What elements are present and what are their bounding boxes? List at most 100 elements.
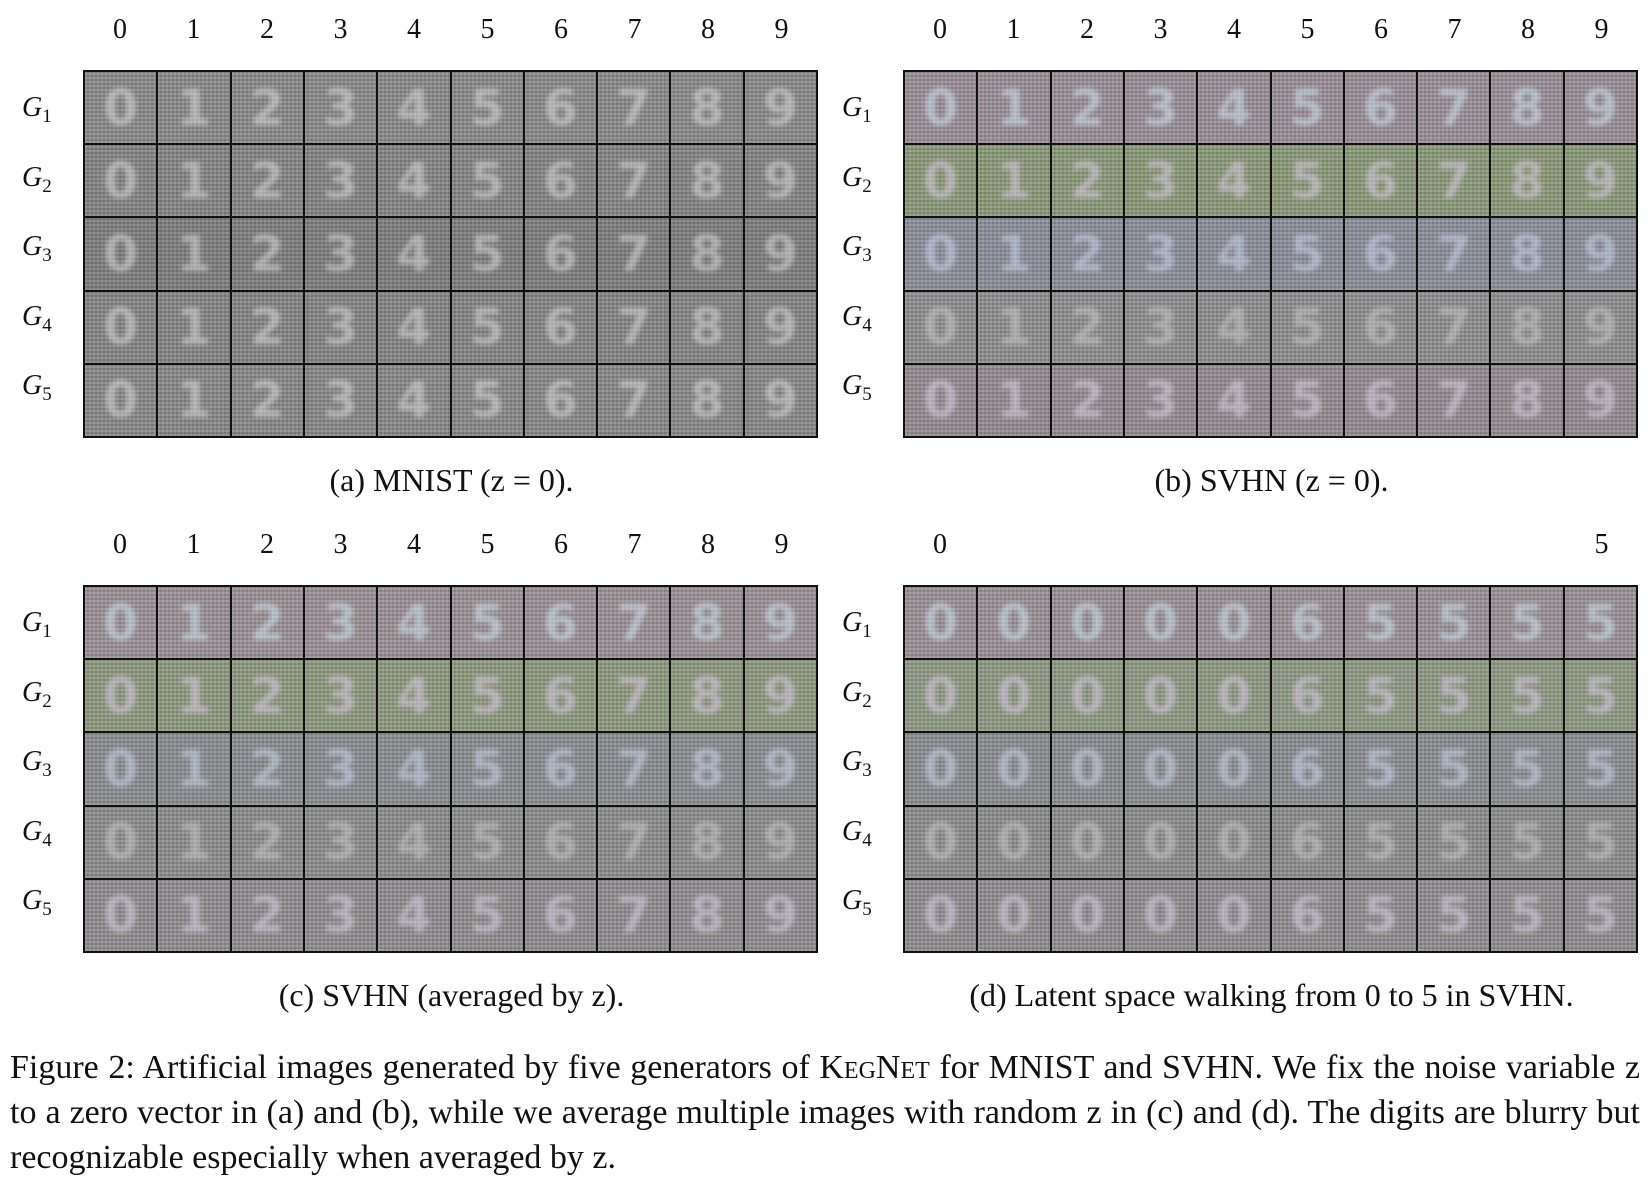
digit-glyph: 6 xyxy=(1363,78,1398,137)
digit-glyph: 8 xyxy=(1509,78,1545,137)
generated-image: 5 xyxy=(451,145,523,217)
digit-glyph: 0 xyxy=(996,886,1032,945)
digit-glyph: 4 xyxy=(1216,298,1252,357)
digit-glyph: 6 xyxy=(1289,813,1325,872)
generated-image: 0 xyxy=(85,733,157,805)
generated-image: 3 xyxy=(1124,364,1197,436)
digit-glyph: 0 xyxy=(103,666,139,725)
generated-image: 5 xyxy=(1564,879,1636,951)
digit-glyph: 3 xyxy=(323,886,358,945)
digit-glyph: 0 xyxy=(1069,813,1105,872)
generator-row-label: G5 xyxy=(842,370,872,406)
digit-glyph: 6 xyxy=(543,886,578,945)
generated-image: 2 xyxy=(1051,291,1123,363)
digit-glyph: 0 xyxy=(103,886,139,945)
digit-glyph: 7 xyxy=(616,666,652,725)
generated-image: 7 xyxy=(598,364,670,436)
generated-image: 0 xyxy=(978,587,1050,659)
digit-glyph: 8 xyxy=(689,151,725,210)
digit-glyph: 2 xyxy=(1069,224,1105,283)
generated-image: 9 xyxy=(744,364,816,436)
digit-glyph: 8 xyxy=(689,593,725,652)
column-label: 5 xyxy=(480,529,495,560)
generated-image: 6 xyxy=(1271,587,1343,659)
panel-caption: (a) MNIST (z = 0). xyxy=(329,462,574,498)
generated-image: 8 xyxy=(671,587,743,659)
generated-image: 9 xyxy=(744,733,816,805)
generated-image: 2 xyxy=(231,291,303,363)
digit-glyph: 6 xyxy=(1363,371,1398,430)
generated-image: 0 xyxy=(85,364,157,436)
generated-image: 9 xyxy=(744,806,816,878)
generator-row-label: G3 xyxy=(22,746,52,782)
digit-glyph: 1 xyxy=(176,224,212,283)
digit-glyph: 1 xyxy=(176,666,212,725)
digit-glyph: 0 xyxy=(923,666,959,725)
digit-glyph: 9 xyxy=(762,593,798,652)
digit-glyph: 9 xyxy=(762,739,798,798)
generated-image: 1 xyxy=(158,72,230,144)
digit-glyph: 8 xyxy=(689,78,725,137)
column-label: 0 xyxy=(933,14,947,45)
digit-glyph: 0 xyxy=(1143,739,1178,798)
digit-glyph: 8 xyxy=(689,813,725,872)
column-label: 1 xyxy=(1006,14,1021,45)
generated-image: 7 xyxy=(1418,72,1490,144)
generated-image: 0 xyxy=(1051,660,1123,732)
generated-image: 8 xyxy=(671,879,743,951)
generated-image: 6 xyxy=(1271,733,1343,805)
digit-glyph: 7 xyxy=(1436,371,1472,430)
generated-image: 9 xyxy=(744,218,816,290)
digit-glyph: 5 xyxy=(1289,224,1325,283)
digit-glyph: 9 xyxy=(762,78,798,137)
generated-image: 4 xyxy=(378,72,450,144)
digit-glyph: 7 xyxy=(1436,151,1472,210)
generated-image: 5 xyxy=(1344,733,1417,805)
column-label: 7 xyxy=(627,529,642,560)
figure-caption: Figure 2: Artificial images generated by… xyxy=(10,1045,1640,1180)
generated-image: 0 xyxy=(85,145,157,217)
generated-image: 2 xyxy=(1051,72,1123,144)
generated-image: 7 xyxy=(598,145,670,217)
generated-image: 7 xyxy=(1418,291,1490,363)
generated-image: 0 xyxy=(1124,660,1197,732)
column-label: 3 xyxy=(1153,14,1168,45)
digit-glyph: 8 xyxy=(689,739,725,798)
generated-image: 0 xyxy=(1198,733,1270,805)
digit-glyph: 5 xyxy=(1436,813,1472,872)
digit-glyph: 4 xyxy=(396,593,432,652)
generator-row-label: G1 xyxy=(22,92,52,127)
generated-image: 9 xyxy=(744,72,816,144)
digit-glyph: 4 xyxy=(396,813,432,872)
digit-glyph: 5 xyxy=(1509,593,1545,652)
digit-glyph: 8 xyxy=(689,371,725,430)
generated-image: 0 xyxy=(978,879,1050,951)
generator-row-label: G5 xyxy=(22,370,52,406)
generated-image: 5 xyxy=(1418,806,1490,878)
digit-glyph: 5 xyxy=(1363,666,1398,725)
digit-glyph: 1 xyxy=(176,813,212,872)
generated-image: 1 xyxy=(978,218,1050,290)
digit-glyph: 0 xyxy=(1143,813,1178,872)
generated-image: 6 xyxy=(524,587,597,659)
generated-image: 4 xyxy=(378,364,450,436)
digit-glyph: 0 xyxy=(103,298,139,357)
generated-image: 0 xyxy=(85,660,157,732)
digit-glyph: 1 xyxy=(996,151,1032,210)
column-labels: 0 1 2 3 4 5 6 7 8 9 xyxy=(83,529,820,565)
generated-image: 5 xyxy=(1564,806,1636,878)
digit-glyph: 3 xyxy=(323,739,358,798)
digit-glyph: 0 xyxy=(1216,593,1252,652)
digit-glyph: 1 xyxy=(996,224,1032,283)
generated-image: 9 xyxy=(744,660,816,732)
generated-image: 0 xyxy=(905,218,977,290)
figure-label: Figure 2: xyxy=(10,1049,135,1086)
digit-glyph: 9 xyxy=(762,224,798,283)
column-label: 4 xyxy=(407,529,421,560)
generated-image: 3 xyxy=(304,364,377,436)
generator-row-label: G3 xyxy=(842,231,872,267)
digit-glyph: 1 xyxy=(176,298,212,357)
digit-glyph: 9 xyxy=(762,151,798,210)
